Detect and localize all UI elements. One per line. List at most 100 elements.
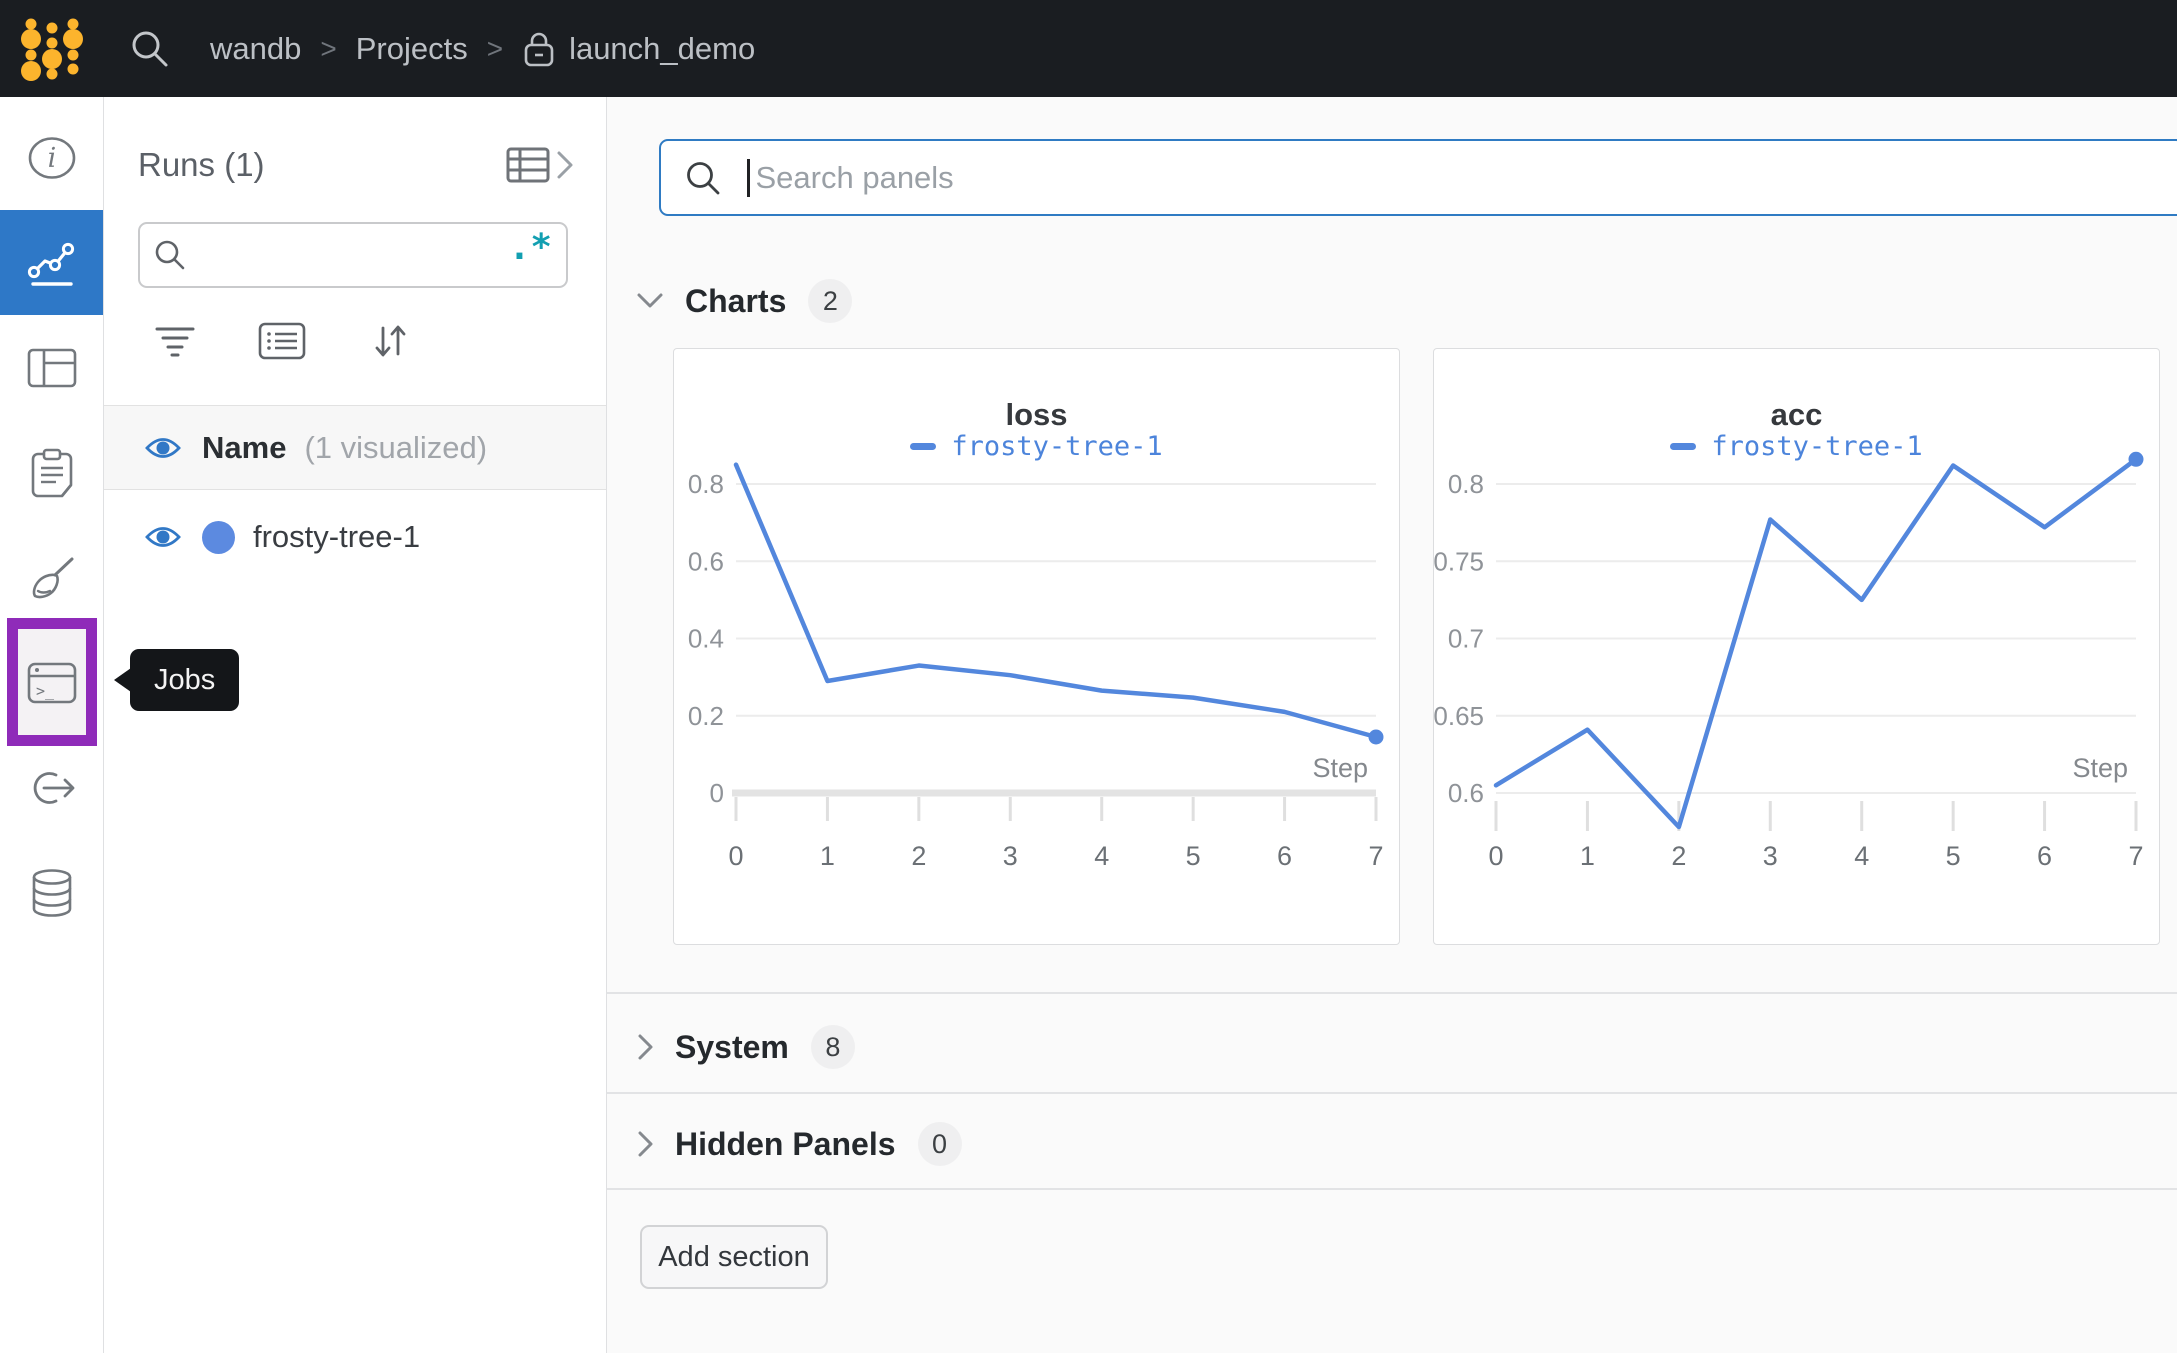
layout-table-icon [27,348,76,387]
breadcrumb-entity[interactable]: wandb [210,30,302,66]
svg-text:1: 1 [1580,841,1595,871]
info-icon: i [28,136,75,179]
runs-header: Runs (1) [138,139,576,191]
search-icon [687,161,720,194]
section-count-badge: 8 [810,1025,855,1069]
text-caret [747,158,750,197]
chevron-right-icon [638,1034,653,1060]
svg-text:i: i [47,143,56,174]
jobs-annotation-highlight: >_ [7,618,97,746]
regex-toggle-icon[interactable]: .* [508,227,552,268]
breadcrumb-separator: > [486,32,504,64]
chart-panel-acc[interactable]: acc frosty-tree-1 0.6 0.65 0.7 0.75 0.8 0 1 2 3 4… [1433,348,2160,945]
eye-icon[interactable] [144,434,182,462]
section-header-charts[interactable]: Charts 2 [635,275,853,327]
svg-text:Step: Step [2072,753,2128,783]
run-name[interactable]: frosty-tree-1 [253,519,421,554]
section-label: System [675,1028,789,1065]
wandb-logo[interactable] [0,0,104,97]
chart-panel-loss[interactable]: loss frosty-tree-1 0 0.2 0.4 0.6 0.8 0 1 2 3 4 5 6 7… [673,348,1400,945]
sidebar-item-workspace-charts[interactable] [0,210,103,315]
add-section-button[interactable]: Add section [640,1225,828,1289]
chart-legend: frosty-tree-1 [1434,431,2159,462]
svg-text:3: 3 [1003,841,1018,871]
broom-icon [32,557,73,598]
expand-runs-table-button[interactable] [506,146,576,184]
runs-search-input[interactable] [196,239,499,271]
chevron-down-icon [637,293,663,308]
runs-search-box: .* [138,222,568,288]
svg-text:3: 3 [1763,841,1778,871]
breadcrumb-projects[interactable]: Projects [355,30,468,66]
divider [607,1188,2177,1190]
breadcrumb-project-name[interactable]: launch_demo [569,30,756,66]
svg-text:6: 6 [1277,841,1292,871]
svg-text:7: 7 [1368,841,1383,871]
svg-text:0.6: 0.6 [688,546,724,576]
line-chart-icon [27,242,74,286]
sidebar-item-logs[interactable] [0,420,103,525]
jobs-tooltip: Jobs [130,649,240,711]
svg-text:0.65: 0.65 [1434,701,1484,731]
group-runs-button[interactable] [256,315,308,367]
sidebar-item-sweeps[interactable] [0,525,103,630]
global-search-button[interactable] [128,27,172,71]
jobs-tooltip-label: Jobs [154,663,216,696]
svg-text:2: 2 [911,841,926,871]
runs-visibility-header[interactable]: Name (1 visualized) [104,406,606,490]
legend-run-name[interactable]: frosty-tree-1 [951,431,1163,462]
legend-line-swatch [910,443,937,450]
svg-text:0: 0 [710,778,724,808]
runs-toolbar [104,315,606,367]
panel-search-input[interactable] [755,159,2159,196]
divider [607,992,2177,994]
chart-legend: frosty-tree-1 [674,431,1399,462]
svg-text:>_: >_ [36,682,55,700]
svg-text:0.6: 0.6 [1448,778,1484,808]
search-icon [155,240,185,270]
chevron-right-icon [638,1131,653,1157]
sidebar-item-automations[interactable] [0,735,103,840]
svg-text:4: 4 [1094,841,1109,871]
eye-icon[interactable] [144,523,182,551]
sidebar-item-runs-table[interactable] [0,315,103,420]
sidebar-item-overview[interactable]: i [0,105,103,210]
svg-text:0.8: 0.8 [688,469,724,499]
section-header-system[interactable]: System 8 [635,1021,855,1073]
sort-arrows-icon [375,325,406,357]
acc-line-chart[interactable]: 0.6 0.65 0.7 0.75 0.8 0 1 2 3 4 5 6 7 Step [1434,449,2161,939]
panel-search-box [659,139,2177,216]
section-count-badge: 2 [808,279,853,323]
visualized-count: (1 visualized) [304,429,488,465]
filter-runs-button[interactable] [149,315,201,367]
top-navbar: wandb > Projects > launch_demo [0,0,2177,97]
sort-runs-button[interactable] [364,315,416,367]
chevron-right-icon [557,151,573,179]
legend-run-name[interactable]: frosty-tree-1 [1711,431,1923,462]
svg-text:5: 5 [1186,841,1201,871]
loss-line-chart[interactable]: 0 0.2 0.4 0.6 0.8 0 1 2 3 4 5 6 7 Step [674,449,1401,939]
svg-text:1: 1 [820,841,835,871]
legend-line-swatch [1670,443,1697,450]
divider [607,1092,2177,1094]
run-color-dot [202,520,235,554]
sidebar-item-artifacts[interactable] [0,840,103,945]
svg-text:0.8: 0.8 [1448,469,1484,499]
list-icon [258,322,306,360]
table-icon [506,147,550,183]
charts-grid: loss frosty-tree-1 0 0.2 0.4 0.6 0.8 0 1 2 3 4 5 6 7… [673,348,2160,945]
run-row[interactable]: frosty-tree-1 [104,491,606,583]
svg-text:2: 2 [1671,841,1686,871]
sidebar-item-jobs[interactable]: >_ [25,658,79,706]
section-header-hidden-panels[interactable]: Hidden Panels 0 [635,1118,962,1170]
left-icon-sidebar: i [0,97,104,1353]
svg-text:6: 6 [2037,841,2052,871]
breadcrumb-separator: > [320,32,337,64]
runs-column-name: Name [202,429,287,465]
runs-panel: Runs (1) .* [104,97,607,1353]
svg-text:0.7: 0.7 [1448,624,1484,654]
database-icon [32,868,71,917]
svg-text:0.75: 0.75 [1434,546,1484,576]
filter-icon [155,327,195,357]
section-label: Charts [685,282,787,319]
